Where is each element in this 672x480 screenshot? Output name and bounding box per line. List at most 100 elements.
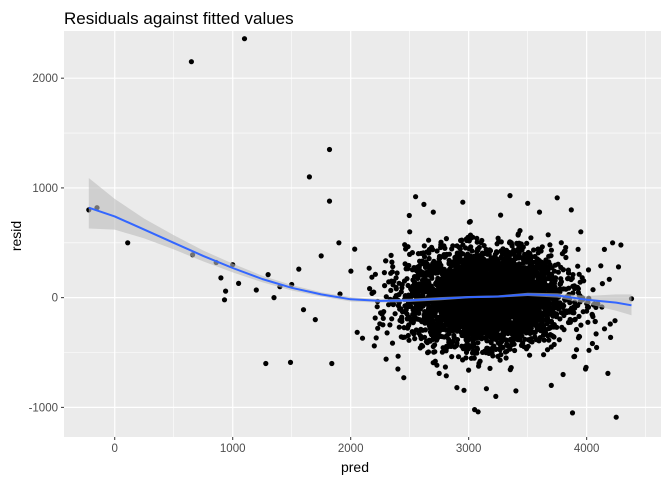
data-point [498, 276, 504, 283]
data-point [519, 278, 525, 284]
data-point [468, 355, 474, 361]
data-point [431, 349, 437, 355]
data-point [454, 385, 460, 391]
data-point [548, 382, 554, 388]
data-point [482, 285, 489, 291]
data-point [439, 349, 445, 355]
data-point [399, 282, 405, 288]
data-point [413, 327, 419, 333]
data-point [479, 261, 485, 267]
data-point [380, 315, 386, 321]
data-point [471, 318, 477, 325]
data-point [519, 267, 526, 273]
data-point [571, 317, 578, 323]
data-point [476, 363, 482, 369]
data-point [253, 287, 259, 293]
data-point [390, 264, 396, 270]
data-point [575, 246, 581, 252]
data-point [449, 246, 455, 252]
data-point [521, 319, 527, 326]
data-point [438, 242, 444, 248]
data-point [439, 315, 445, 321]
data-point [405, 282, 411, 289]
y-axis-ticks: -1000 0 1000 2000 [29, 73, 64, 414]
data-point [395, 303, 401, 309]
data-point [556, 287, 562, 293]
data-point [474, 249, 480, 255]
data-point [493, 305, 499, 311]
data-point [366, 265, 372, 271]
data-point [545, 304, 551, 310]
data-point [605, 370, 611, 376]
data-point [434, 362, 440, 368]
data-point [446, 327, 452, 333]
data-point [495, 261, 501, 267]
data-point [440, 345, 446, 351]
data-point [474, 235, 480, 241]
data-point [466, 343, 472, 349]
data-point [383, 258, 389, 264]
data-point [125, 240, 131, 246]
data-point [457, 246, 463, 252]
data-point [326, 198, 333, 204]
data-point [535, 246, 541, 252]
x-tick-label: 3000 [456, 443, 482, 455]
data-point [535, 250, 541, 256]
data-point [560, 304, 566, 310]
data-point [552, 262, 558, 268]
data-point [516, 255, 522, 261]
x-tick-label: 0 [112, 443, 118, 455]
data-point [575, 263, 581, 269]
data-point [554, 195, 560, 201]
data-point [439, 305, 445, 311]
data-point [530, 274, 536, 280]
data-point [482, 322, 488, 328]
data-point [576, 271, 582, 277]
data-point [383, 356, 389, 362]
data-point [404, 302, 410, 308]
data-point [515, 231, 522, 237]
data-point [467, 218, 473, 225]
data-point [218, 275, 224, 281]
data-point [570, 283, 576, 289]
data-point [414, 267, 421, 273]
data-point [401, 375, 407, 381]
data-point [453, 262, 459, 269]
data-point [477, 300, 483, 306]
data-point [546, 273, 553, 279]
data-point [502, 274, 508, 280]
data-point [421, 201, 427, 207]
data-point [503, 355, 509, 361]
y-tick-label: 0 [52, 293, 58, 305]
data-point [475, 340, 481, 346]
data-point [348, 268, 354, 274]
data-point [461, 299, 467, 305]
data-point [439, 334, 446, 340]
data-point [495, 235, 501, 241]
data-point [572, 353, 578, 359]
y-tick-label: 2000 [32, 73, 58, 85]
data-point [419, 269, 425, 275]
data-point [336, 240, 342, 246]
data-point [504, 322, 510, 328]
data-point [393, 284, 399, 291]
data-point [223, 288, 229, 294]
data-point [492, 276, 498, 282]
data-point [512, 256, 518, 262]
data-point [527, 302, 534, 308]
data-point [449, 314, 455, 320]
data-point [459, 313, 465, 319]
data-point [534, 280, 540, 286]
data-point [415, 251, 421, 257]
data-point [433, 269, 439, 275]
data-point [504, 316, 511, 322]
data-point [421, 243, 427, 249]
data-point [526, 320, 533, 326]
data-point [475, 270, 481, 276]
data-point [414, 308, 420, 314]
data-point [406, 212, 412, 219]
data-point [465, 291, 471, 297]
data-point [607, 321, 613, 327]
data-point [556, 337, 562, 343]
data-point [479, 250, 485, 256]
